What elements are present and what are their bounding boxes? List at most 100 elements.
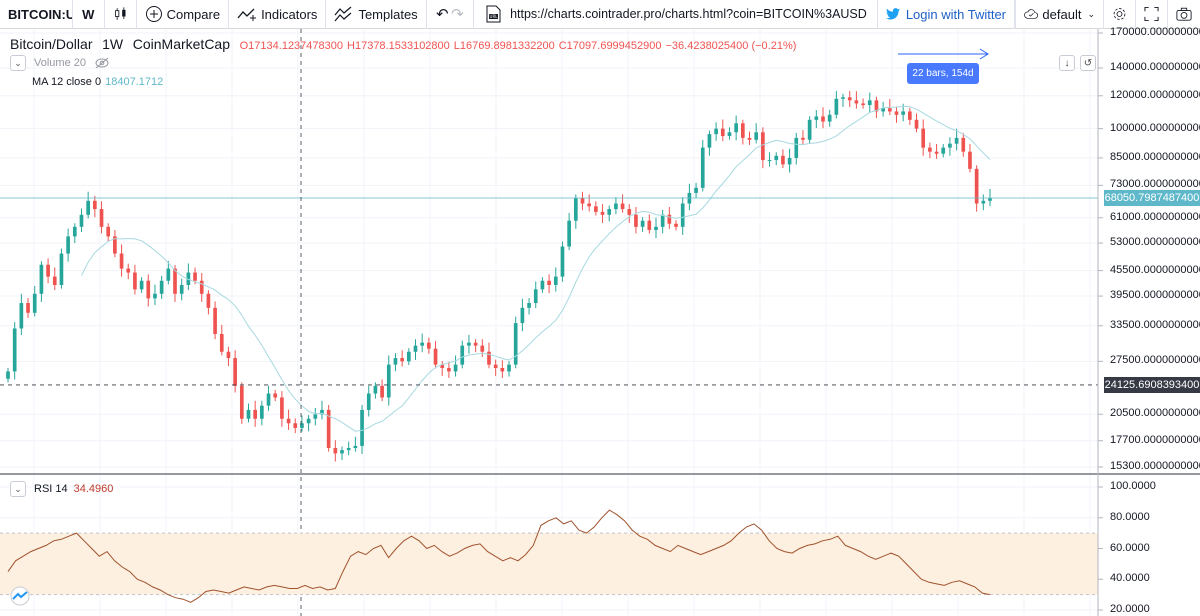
- candle-body: [173, 268, 177, 294]
- collapse-legend-button[interactable]: ⌄: [10, 55, 26, 71]
- eye-hidden-icon[interactable]: [94, 57, 110, 69]
- candle-body: [533, 289, 538, 304]
- scale-down-button[interactable]: ↓: [1059, 55, 1075, 71]
- fullscreen-icon: [1144, 6, 1159, 22]
- top-toolbar: BITCOIN:USD W Compare Indicators Templat…: [0, 0, 1200, 29]
- candle-body: [547, 280, 551, 285]
- volume-label: Volume 20: [34, 57, 86, 69]
- rsi-legend[interactable]: ⌄ RSI 14 34.4960: [10, 481, 113, 497]
- price-tick-label: 15300.0000000000: [1110, 460, 1200, 472]
- candle-body: [607, 209, 612, 215]
- camera-icon: [1176, 7, 1192, 21]
- symbol-search[interactable]: BITCOIN:USD: [0, 0, 73, 29]
- layout-dropdown[interactable]: default ⌄: [1016, 0, 1105, 29]
- candle-body: [540, 280, 545, 290]
- candle-body: [827, 114, 832, 122]
- candle-body: [179, 284, 184, 294]
- price-tick-label: 17700.0000000000: [1110, 433, 1200, 446]
- candle-body: [166, 268, 171, 281]
- interval-button[interactable]: W: [73, 0, 105, 29]
- candle-body: [219, 334, 224, 352]
- candle-body: [473, 342, 478, 346]
- candle-body: [360, 409, 364, 446]
- candle-body: [246, 409, 251, 419]
- url-bar[interactable]: URL https://charts.cointrader.pro/charts…: [474, 0, 878, 29]
- candle-body: [567, 220, 571, 247]
- candle-body: [12, 328, 17, 372]
- indicators-button[interactable]: Indicators: [229, 0, 327, 29]
- settings-button[interactable]: [1104, 0, 1137, 29]
- candle-body: [740, 123, 745, 138]
- rsi-label: RSI 14: [34, 483, 68, 495]
- candle-body: [26, 303, 30, 313]
- gear-icon: [1113, 8, 1126, 20]
- redo-icon[interactable]: ↷: [451, 6, 464, 23]
- candle-body: [106, 226, 111, 237]
- reset-chart-button[interactable]: ↺: [1080, 55, 1096, 71]
- indicators-icon: [237, 8, 257, 21]
- legend-low: L16769.8981332200: [453, 40, 555, 52]
- snapshot-button[interactable]: [1168, 0, 1200, 29]
- fullscreen-button[interactable]: [1136, 0, 1169, 29]
- toolbar-spacer: [1015, 0, 1017, 29]
- candle-body: [333, 448, 338, 454]
- login-twitter-button[interactable]: Login with Twitter: [878, 0, 1016, 29]
- candle-body: [841, 97, 845, 99]
- candle-body: [847, 97, 852, 101]
- candle-body: [146, 280, 151, 299]
- candle-body: [366, 393, 371, 410]
- candle-body: [453, 364, 458, 372]
- compare-button[interactable]: Compare: [137, 0, 230, 29]
- candle-body: [640, 220, 645, 227]
- price-tick-label: 45500.0000000000: [1110, 263, 1200, 276]
- candle-body: [99, 209, 104, 227]
- rsi-collapse-button[interactable]: ⌄: [10, 481, 26, 497]
- templates-button[interactable]: Templates: [326, 0, 427, 29]
- candle-body: [680, 203, 685, 227]
- candle-body: [921, 128, 926, 148]
- chart-type-button[interactable]: [105, 0, 137, 29]
- price-tick-label: 140000.0000000000: [1110, 60, 1200, 73]
- candle-body: [153, 293, 157, 299]
- candle-body: [700, 147, 705, 188]
- candle-body: [634, 214, 638, 227]
- candle-body: [948, 143, 952, 148]
- candle-body: [326, 409, 331, 449]
- candle-body: [934, 151, 939, 154]
- candle-body: [834, 98, 839, 115]
- volume-legend: ⌄ Volume 20: [10, 55, 110, 71]
- ma-legend[interactable]: MA 12 close 0 18407.1712: [32, 76, 163, 88]
- candle-body: [968, 151, 972, 169]
- candle-body: [907, 111, 912, 120]
- url-text: https://charts.cointrader.pro/charts.htm…: [510, 7, 867, 21]
- ma-value: 18407.1712: [105, 76, 164, 88]
- candle-body: [406, 351, 411, 362]
- candle-body: [433, 348, 438, 365]
- candle-body: [801, 137, 805, 140]
- indicators-label: Indicators: [261, 6, 318, 22]
- candle-body: [507, 364, 511, 372]
- rsi-tick-label: 20.0000: [1110, 603, 1150, 615]
- rsi-band: [0, 533, 1098, 595]
- candle-body: [854, 100, 859, 104]
- candle-body: [139, 280, 144, 290]
- candle-body: [874, 100, 879, 112]
- templates-icon: [334, 6, 352, 22]
- candle-body: [420, 342, 425, 346]
- candle-body: [440, 364, 445, 368]
- candle-body: [93, 200, 97, 210]
- symbol-label: BITCOIN:USD: [8, 6, 72, 22]
- price-tick-label: 20500.0000000000: [1110, 407, 1200, 420]
- price-chart[interactable]: [0, 29, 1200, 616]
- price-tick-label: 85000.0000000000: [1110, 150, 1200, 163]
- price-tick-label: 53000.0000000000: [1110, 236, 1200, 249]
- undo-icon[interactable]: ↶: [435, 6, 449, 23]
- rsi-tick-label: 40.0000: [1110, 572, 1150, 585]
- candle-body: [119, 253, 124, 269]
- candle-body: [747, 137, 752, 140]
- candle-body: [894, 111, 899, 115]
- rsi-line: [7, 509, 991, 603]
- candle-body: [206, 293, 211, 308]
- candle-body: [39, 264, 44, 294]
- candle-body: [46, 264, 50, 277]
